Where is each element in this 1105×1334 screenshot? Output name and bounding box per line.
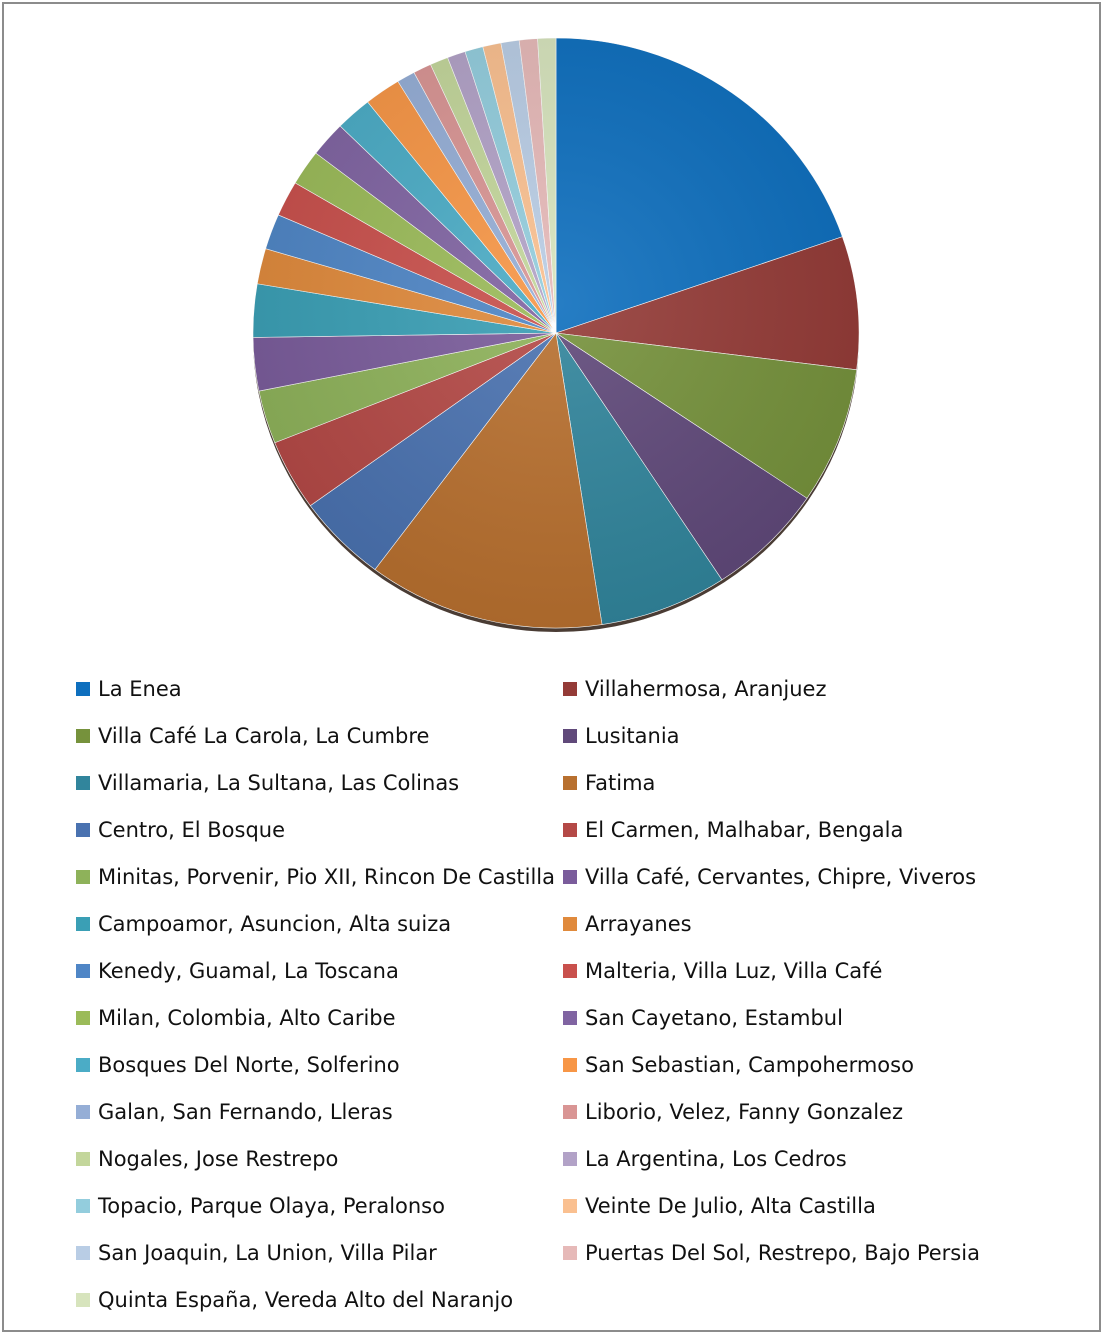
legend-label: Veinte De Julio, Alta Castilla [585,1194,876,1218]
legend-entry: Campoamor, Asuncion, Alta suiza [76,909,451,939]
legend-entry: Galan, San Fernando, Lleras [76,1097,393,1127]
legend-swatch [76,1293,90,1307]
legend-entry: La Enea [76,674,182,704]
legend-entry: Puertas Del Sol, Restrepo, Bajo Persia [563,1238,980,1268]
legend-swatch [76,1199,90,1213]
legend-label: Arrayanes [585,912,692,936]
legend-entry: Lusitania [563,721,680,751]
legend-label: Puertas Del Sol, Restrepo, Bajo Persia [585,1241,980,1265]
legend-swatch [76,917,90,931]
legend-entry: Fatima [563,768,655,798]
legend-label: Lusitania [585,724,680,748]
legend-entry: Villahermosa, Aranjuez [563,674,827,704]
legend-swatch [76,1152,90,1166]
legend-swatch [563,1152,577,1166]
legend-entry: San Cayetano, Estambul [563,1003,843,1033]
legend-label: Quinta España, Vereda Alto del Naranjo [98,1288,514,1312]
legend-swatch [563,964,577,978]
legend-label: Topacio, Parque Olaya, Peralonso [98,1194,445,1218]
legend-label: El Carmen, Malhabar, Bengala [585,818,904,842]
legend-entry: San Joaquin, La Union, Villa Pilar [76,1238,437,1268]
legend-label: Campoamor, Asuncion, Alta suiza [98,912,452,936]
legend-swatch [76,1105,90,1119]
legend-label: La Enea [98,677,182,701]
legend-label: Malteria, Villa Luz, Villa Café [585,959,883,983]
legend-label: Villamaria, La Sultana, Las Colinas [98,771,460,795]
legend-swatch [76,1011,90,1025]
legend-swatch [76,729,90,743]
legend-swatch [563,1105,577,1119]
legend-swatch [563,1058,577,1072]
legend-entry: Villamaria, La Sultana, Las Colinas [76,768,459,798]
legend-swatch [76,682,90,696]
legend-label: Centro, El Bosque [98,818,286,842]
legend-swatch [76,1058,90,1072]
legend-entry: Minitas, Porvenir, Pio XII, Rincon De Ca… [76,862,555,892]
legend-entry: Villa Café La Carola, La Cumbre [76,721,429,751]
legend-label: San Sebastian, Campohermoso [585,1053,914,1077]
legend-label: Villa Café, Cervantes, Chipre, Viveros [585,865,977,889]
legend-swatch [563,776,577,790]
legend-label: Milan, Colombia, Alto Caribe [98,1006,396,1030]
legend-entry: San Sebastian, Campohermoso [563,1050,914,1080]
legend-entry: Bosques Del Norte, Solferino [76,1050,400,1080]
legend-label: Minitas, Porvenir, Pio XII, Rincon De Ca… [98,865,556,889]
legend-swatch [563,1246,577,1260]
legend-swatch [76,870,90,884]
legend-swatch [563,917,577,931]
legend-swatch [563,682,577,696]
legend-label: Galan, San Fernando, Lleras [98,1100,393,1124]
legend-label: Bosques Del Norte, Solferino [98,1053,400,1077]
legend-label: San Joaquin, La Union, Villa Pilar [98,1241,437,1265]
legend-entry: La Argentina, Los Cedros [563,1144,847,1174]
legend-entry: Milan, Colombia, Alto Caribe [76,1003,396,1033]
legend-entry: Topacio, Parque Olaya, Peralonso [76,1191,445,1221]
legend-label: Kenedy, Guamal, La Toscana [98,959,399,983]
legend-label: Villahermosa, Aranjuez [585,677,827,701]
legend-entry: Kenedy, Guamal, La Toscana [76,956,399,986]
pie-shading [253,38,859,628]
legend-entry: Veinte De Julio, Alta Castilla [563,1191,876,1221]
legend-label: Liborio, Velez, Fanny Gonzalez [585,1100,904,1124]
legend-entry: Villa Café, Cervantes, Chipre, Viveros [563,862,976,892]
legend-entry: El Carmen, Malhabar, Bengala [563,815,903,845]
legend-swatch [563,729,577,743]
legend-label: Nogales, Jose Restrepo [98,1147,339,1171]
legend-label: San Cayetano, Estambul [585,1006,843,1030]
legend-entry: Arrayanes [563,909,692,939]
legend-swatch [563,1199,577,1213]
legend-swatch [563,823,577,837]
legend-swatch [76,964,90,978]
legend-entry: Malteria, Villa Luz, Villa Café [563,956,882,986]
legend-entry: Centro, El Bosque [76,815,285,845]
legend-label: La Argentina, Los Cedros [585,1147,847,1171]
legend-swatch [563,870,577,884]
legend-swatch [563,1011,577,1025]
legend-entry: Nogales, Jose Restrepo [76,1144,338,1174]
legend-label: Fatima [585,771,656,795]
pie-chart [252,37,860,632]
legend-entry: Quinta España, Vereda Alto del Naranjo [76,1285,513,1315]
legend-swatch [76,823,90,837]
legend-entry: Liborio, Velez, Fanny Gonzalez [563,1097,903,1127]
legend-swatch [76,1246,90,1260]
legend-swatch [76,776,90,790]
legend-label: Villa Café La Carola, La Cumbre [98,724,430,748]
